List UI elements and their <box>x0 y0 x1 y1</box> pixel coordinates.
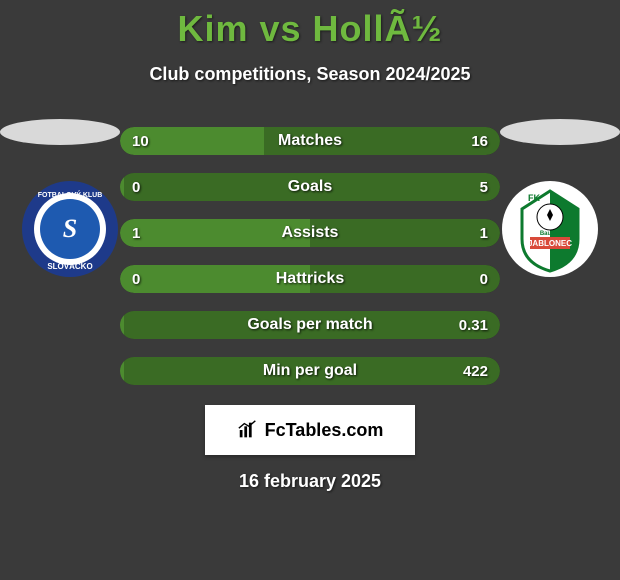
svg-text:Baumit: Baumit <box>540 231 560 237</box>
stat-right-value: 0 <box>480 265 488 293</box>
chart-icon <box>237 419 259 441</box>
page-title: Kim vs HollÃ½ <box>0 0 620 50</box>
stat-row-mpg: Min per goal 422 <box>120 357 500 385</box>
stats-bars: 10 Matches 16 0 Goals 5 1 Assists 1 0 Ha… <box>120 119 500 385</box>
slovacko-badge-icon: S FOTBALOVÝ KLUB SLOVÁCKO <box>20 179 120 279</box>
stat-row-assists: 1 Assists 1 <box>120 219 500 247</box>
content-area: S FOTBALOVÝ KLUB SLOVÁCKO JABLONEC Baumi… <box>0 119 620 492</box>
right-club-badge: JABLONEC Baumit FK <box>500 179 600 279</box>
footer-brand-box: FcTables.com <box>205 405 415 455</box>
stat-label: Assists <box>120 219 500 247</box>
stat-row-matches: 10 Matches 16 <box>120 127 500 155</box>
svg-text:FK: FK <box>528 193 540 203</box>
stat-label: Matches <box>120 127 500 155</box>
stat-right-value: 1 <box>480 219 488 247</box>
jablonec-badge-icon: JABLONEC Baumit FK <box>500 179 600 279</box>
svg-text:SLOVÁCKO: SLOVÁCKO <box>47 262 92 271</box>
stat-row-goals: 0 Goals 5 <box>120 173 500 201</box>
subtitle: Club competitions, Season 2024/2025 <box>0 64 620 85</box>
stat-right-value: 422 <box>463 357 488 385</box>
svg-text:JABLONEC: JABLONEC <box>528 239 572 248</box>
left-ellipse <box>0 119 120 145</box>
stat-right-value: 5 <box>480 173 488 201</box>
svg-text:FOTBALOVÝ KLUB: FOTBALOVÝ KLUB <box>38 190 103 199</box>
stat-row-gpm: Goals per match 0.31 <box>120 311 500 339</box>
footer-date: 16 february 2025 <box>0 471 620 492</box>
svg-text:S: S <box>63 214 77 243</box>
stat-row-hattricks: 0 Hattricks 0 <box>120 265 500 293</box>
stat-right-value: 16 <box>471 127 488 155</box>
stat-label: Goals <box>120 173 500 201</box>
footer-brand-text: FcTables.com <box>265 420 384 441</box>
stat-label: Min per goal <box>120 357 500 385</box>
stat-label: Hattricks <box>120 265 500 293</box>
left-club-badge: S FOTBALOVÝ KLUB SLOVÁCKO <box>20 179 120 279</box>
stat-right-value: 0.31 <box>459 311 488 339</box>
right-ellipse <box>500 119 620 145</box>
stat-label: Goals per match <box>120 311 500 339</box>
